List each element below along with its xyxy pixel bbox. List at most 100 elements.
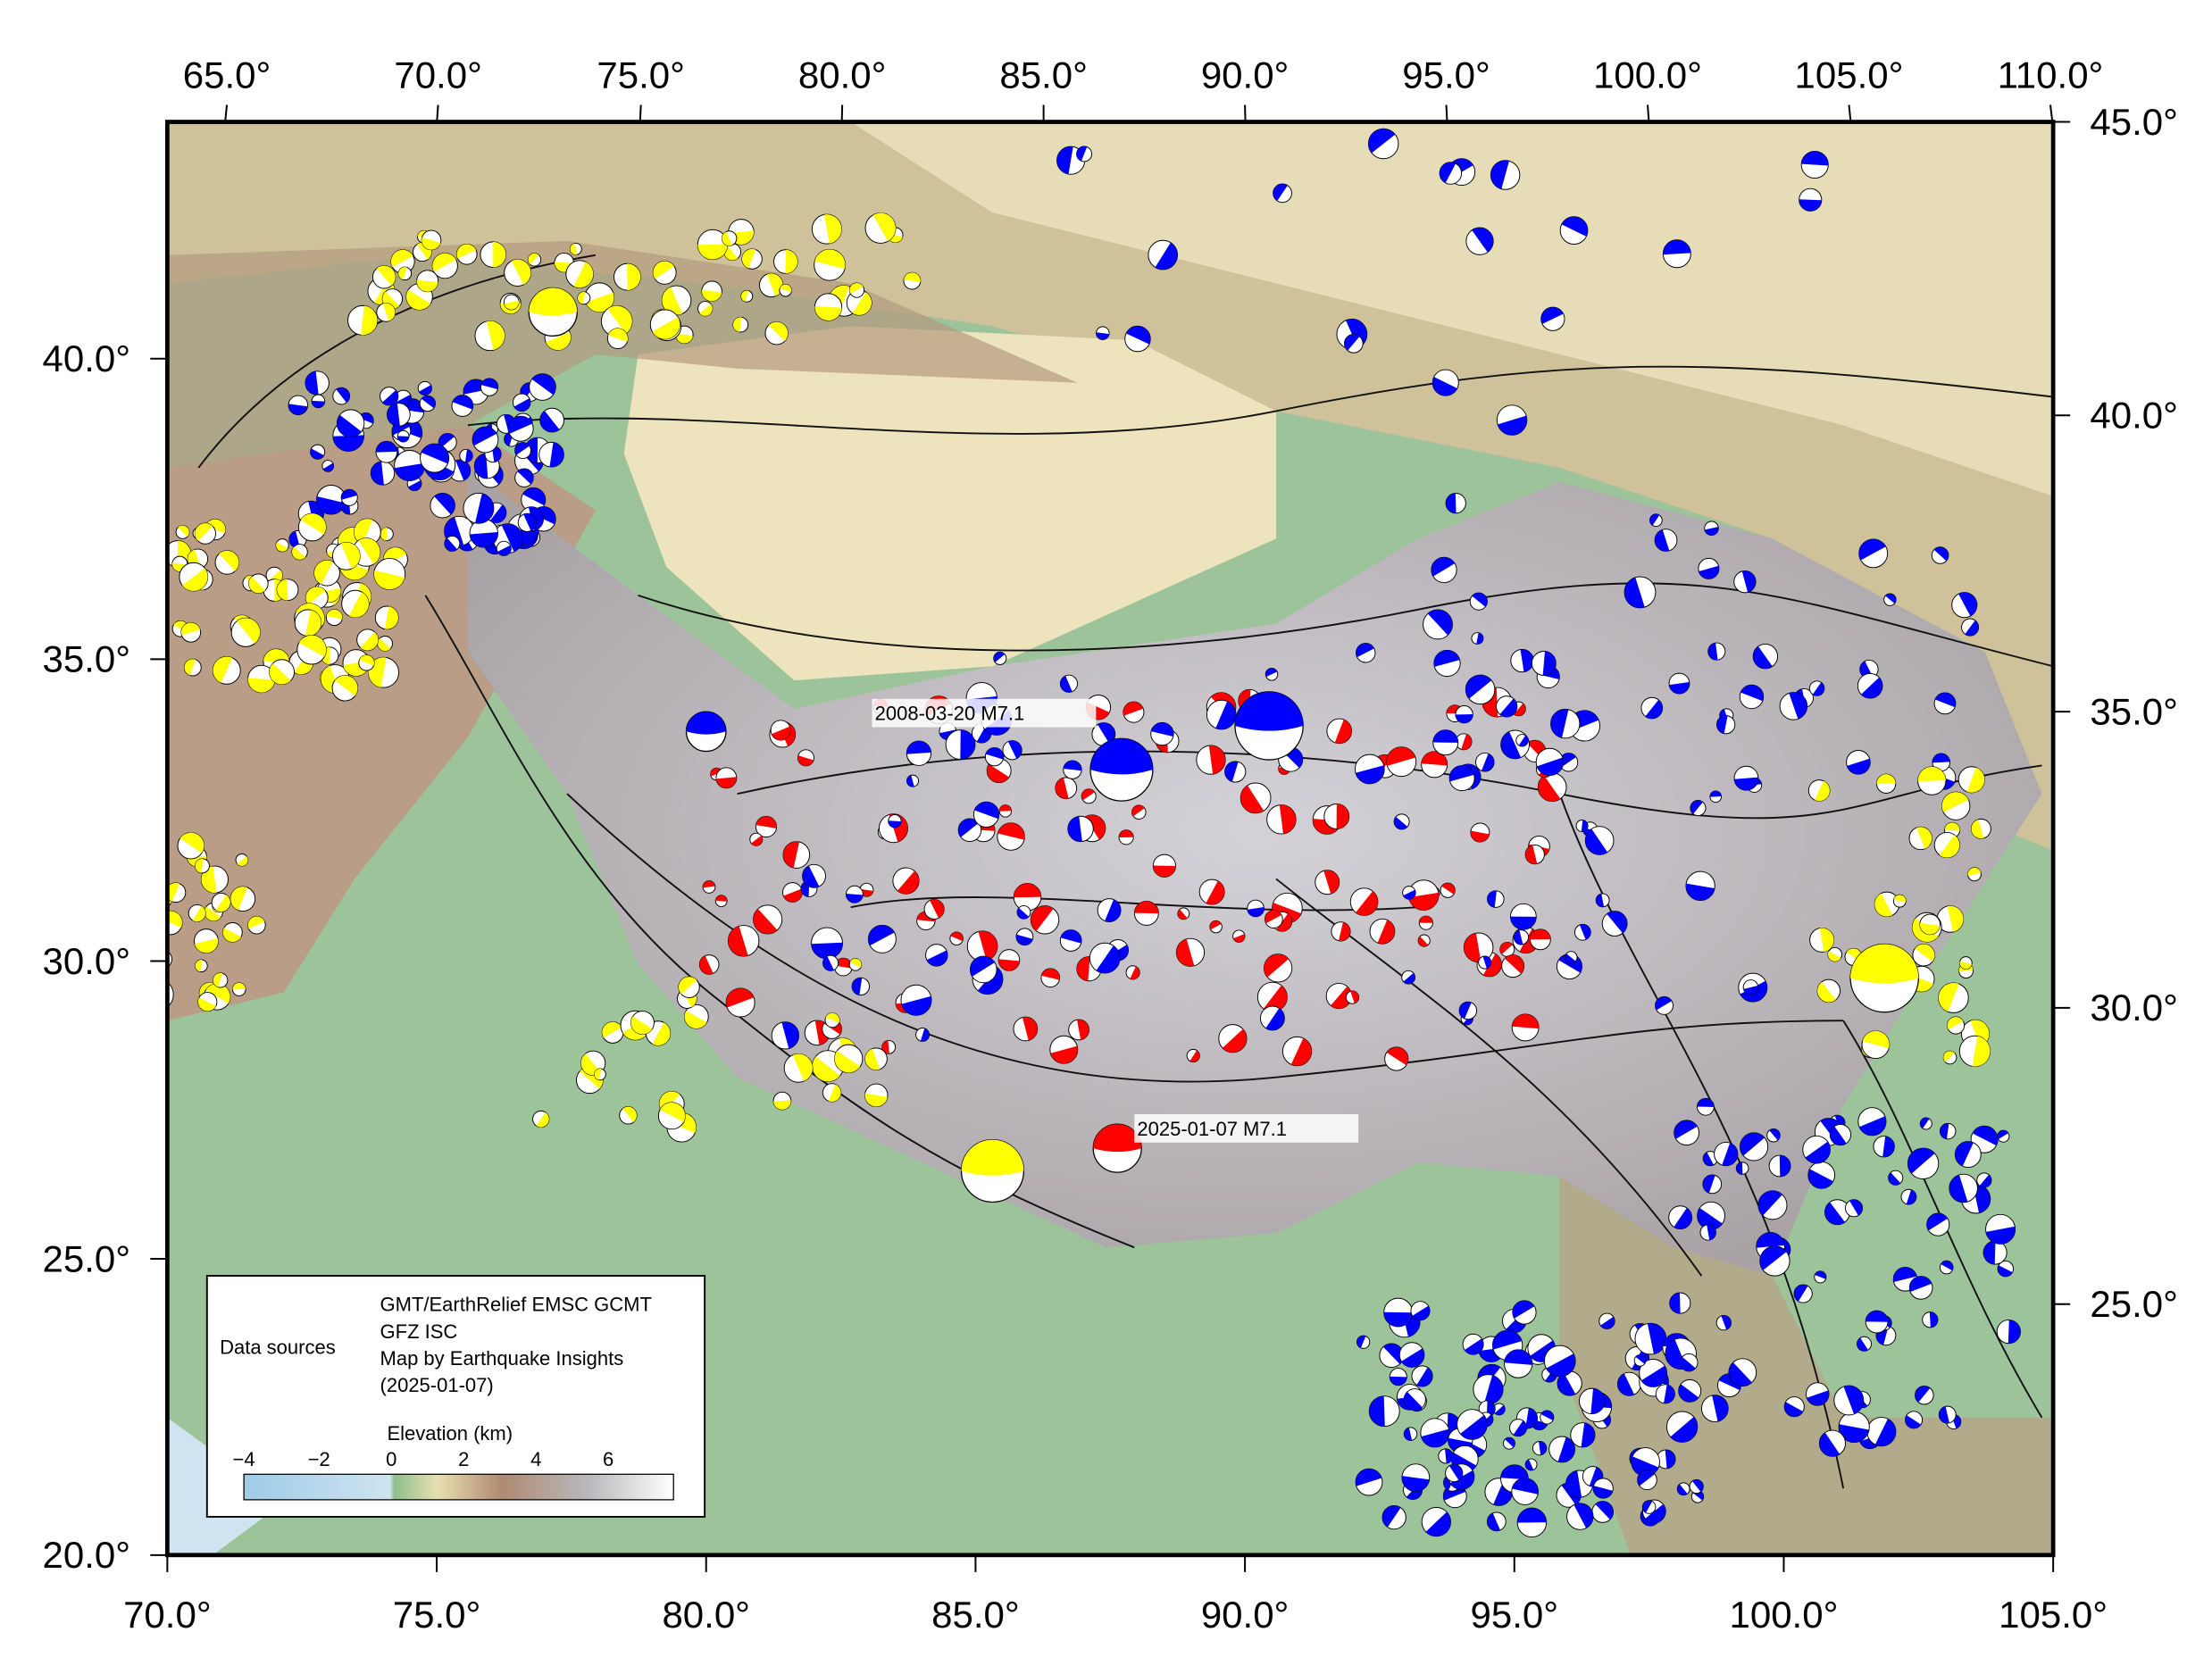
focal-quadrant	[1336, 804, 1349, 829]
focal-quadrant	[1949, 1174, 1968, 1203]
focal-quadrant	[849, 282, 864, 294]
left-tick-label: 25.0°	[43, 1237, 131, 1279]
focal-quadrant	[1449, 765, 1474, 782]
focal-quadrant	[1663, 239, 1691, 255]
focal-quadrant	[376, 441, 397, 453]
focal-quadrant	[334, 675, 358, 696]
focal-quadrant	[1722, 1143, 1738, 1166]
focal-quadrant	[828, 1084, 841, 1103]
colorbar-tick-label: −4	[233, 1448, 255, 1470]
focal-quadrant	[1819, 928, 1834, 953]
focal-quadrant	[1557, 1372, 1576, 1396]
focal-quadrant	[1520, 649, 1534, 672]
focal-quadrant	[529, 287, 578, 316]
focal-quadrant	[1915, 1386, 1931, 1403]
focal-quadrant	[686, 712, 726, 735]
focal-quadrant	[1279, 804, 1297, 834]
tick	[639, 104, 642, 122]
focal-quadrant	[514, 442, 530, 455]
focal-quadrant	[1076, 956, 1090, 981]
focal-quadrant	[1482, 955, 1491, 969]
focal-quadrant	[849, 958, 862, 968]
focal-quadrant	[602, 1021, 622, 1038]
focal-quadrant	[1849, 1199, 1863, 1216]
focal-quadrant	[1858, 538, 1886, 561]
focal-quadrant	[472, 427, 497, 446]
colorbar-tick-label: 0	[386, 1448, 396, 1470]
focal-quadrant	[1862, 1030, 1890, 1049]
focal-quadrant	[950, 932, 964, 942]
focal-quadrant	[1265, 668, 1278, 678]
focal-quadrant	[1264, 953, 1289, 978]
focal-quadrant	[1265, 910, 1282, 924]
focal-quadrant	[1699, 565, 1719, 579]
focal-quadrant	[699, 304, 713, 316]
focal-quadrant	[1356, 765, 1385, 784]
focal-quadrant	[1819, 1432, 1841, 1457]
annotation: 2025-01-07 M7.1	[1137, 1118, 1287, 1140]
focal-quadrant	[358, 537, 380, 564]
focal-quadrant	[1917, 766, 1946, 782]
tick	[1647, 104, 1650, 122]
focal-quadrant	[1460, 1415, 1488, 1440]
focal-quadrant	[1940, 1123, 1949, 1139]
focal-quadrant	[1736, 1162, 1743, 1175]
focal-quadrant	[852, 978, 863, 995]
focal-quadrant	[1740, 1132, 1765, 1156]
focal-quadrant	[455, 460, 471, 481]
focal-quadrant	[354, 519, 373, 545]
focal-quadrant	[697, 244, 728, 260]
focal-quadrant	[1596, 894, 1605, 907]
focal-quadrant	[722, 231, 732, 246]
focal-quadrant	[998, 959, 1020, 971]
focal-quadrant	[573, 262, 594, 288]
focal-quadrant	[802, 865, 820, 888]
focal-quadrant	[1955, 1141, 1974, 1167]
focal-quadrant	[513, 398, 530, 412]
focal-quadrant	[1893, 1267, 1917, 1282]
focal-quadrant	[1465, 675, 1492, 699]
focal-quadrant	[1815, 780, 1830, 802]
focal-quadrant	[653, 261, 674, 279]
focal-quadrant	[178, 525, 189, 537]
focal-quadrant	[1386, 1046, 1408, 1066]
annotation: 2008-03-20 M7.1	[875, 703, 1025, 725]
focal-quadrant	[1920, 1118, 1930, 1128]
focal-quadrant	[1888, 1172, 1901, 1186]
focal-quadrant	[1595, 1501, 1614, 1520]
focal-quadrant	[1418, 936, 1429, 947]
focal-quadrant	[405, 289, 431, 311]
focal-quadrant	[360, 631, 379, 651]
focal-quadrant	[1377, 920, 1395, 945]
right-tick-label: 40.0°	[2090, 395, 2178, 437]
focal-quadrant	[1685, 883, 1715, 901]
focal-quadrant	[312, 400, 325, 408]
focal-quadrant	[1728, 1361, 1752, 1386]
focal-quadrant	[197, 997, 216, 1012]
focal-quadrant	[1824, 1202, 1845, 1225]
focal-quadrant	[1233, 934, 1245, 943]
focal-quadrant	[1209, 920, 1222, 930]
focal-quadrant	[1915, 944, 1935, 962]
focal-quadrant	[1947, 1017, 1964, 1030]
focal-quadrant	[1967, 867, 1982, 877]
right-tick-label: 35.0°	[2090, 690, 2178, 732]
focal-quadrant	[997, 822, 1025, 840]
legend-credit: GFZ ISC	[380, 1320, 458, 1343]
focal-quadrant	[577, 291, 586, 304]
top-tick-label: 90.0°	[1201, 54, 1290, 96]
focal-quadrant	[607, 305, 632, 334]
focal-quadrant	[1339, 922, 1351, 941]
focal-quadrant	[1446, 493, 1457, 513]
focal-quadrant	[1972, 1036, 1991, 1067]
focal-quadrant	[1998, 1265, 2013, 1277]
focal-quadrant	[1130, 966, 1140, 979]
focal-quadrant	[1677, 1484, 1688, 1495]
focal-quadrant	[1645, 1503, 1666, 1523]
focal-quadrant	[630, 1016, 653, 1035]
focal-quadrant	[814, 249, 846, 270]
focal-quadrant	[1490, 160, 1509, 189]
focal-quadrant	[475, 493, 494, 524]
focal-quadrant	[361, 305, 378, 336]
focal-quadrant	[1105, 899, 1121, 922]
